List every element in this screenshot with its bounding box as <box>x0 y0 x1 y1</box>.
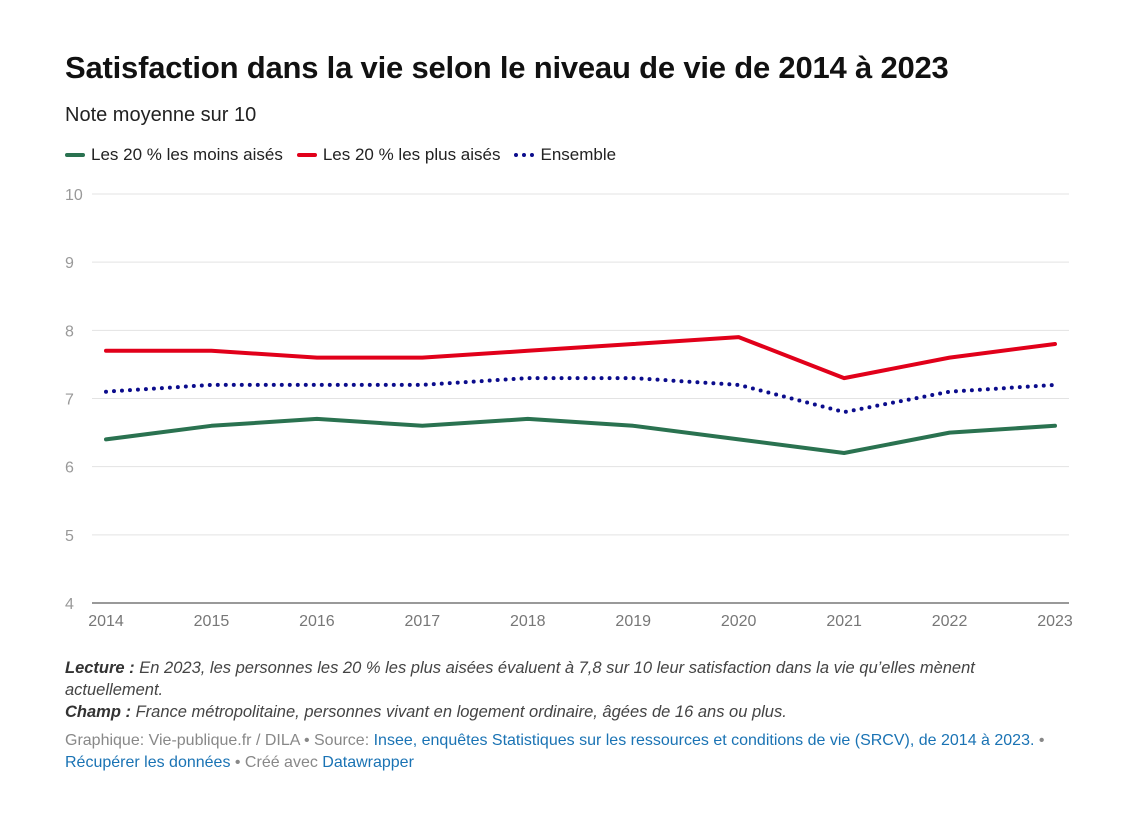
datawrapper-link[interactable]: Datawrapper <box>322 754 414 771</box>
chart-subtitle: Note moyenne sur 10 <box>65 104 257 126</box>
footer-separator: • <box>1034 732 1045 749</box>
footer-separator: • Créé avec <box>230 754 323 771</box>
x-tick-label: 2020 <box>721 613 757 630</box>
x-tick-label: 2016 <box>299 613 335 630</box>
chart-notes: Lecture : En 2023, les personnes les 20 … <box>65 657 1065 723</box>
y-tick-label: 9 <box>65 255 74 272</box>
x-tick-label: 2021 <box>826 613 862 630</box>
legend-label-least-wealthy: Les 20 % les moins aisés <box>91 145 283 164</box>
legend-swatch-most-wealthy <box>296 153 317 157</box>
legend-item-least-wealthy: Les 20 % les moins aisés <box>65 145 283 165</box>
lecture-label: Lecture : <box>65 659 135 677</box>
lecture-text: En 2023, les personnes les 20 % les plus… <box>65 659 975 699</box>
y-tick-label: 10 <box>65 187 83 204</box>
legend-label-most-wealthy: Les 20 % les plus aisés <box>322 145 501 164</box>
champ-label: Champ : <box>65 703 131 721</box>
series-line-2 <box>104 376 1057 415</box>
lecture-note: Lecture : En 2023, les personnes les 20 … <box>65 657 1065 701</box>
y-tick-label: 4 <box>65 596 74 613</box>
champ-text: France métropolitaine, personnes vivant … <box>131 703 787 721</box>
download-data-link[interactable]: Récupérer les données <box>65 754 231 771</box>
y-tick-label: 5 <box>65 528 74 545</box>
x-tick-label: 2017 <box>405 613 441 630</box>
x-tick-label: 2014 <box>88 613 124 630</box>
legend-item-most-wealthy: Les 20 % les plus aisés <box>296 145 501 165</box>
legend-swatch-least-wealthy <box>65 153 85 157</box>
source-link[interactable]: Insee, enquêtes Statistiques sur les res… <box>373 732 1035 749</box>
x-tick-label: 2015 <box>194 613 230 630</box>
series-line-1 <box>104 335 1057 381</box>
x-tick-label: 2019 <box>615 613 651 630</box>
y-tick-label: 8 <box>65 323 74 340</box>
x-tick-label: 2018 <box>510 613 546 630</box>
footer-separator: • Source: <box>299 732 374 749</box>
legend-label-overall: Ensemble <box>540 145 617 164</box>
y-tick-label: 7 <box>65 392 74 409</box>
champ-note: Champ : France métropolitaine, personnes… <box>65 701 1065 723</box>
legend-item-overall: Ensemble <box>514 145 616 165</box>
x-tick-label: 2022 <box>932 613 968 630</box>
chart-legend: Les 20 % les moins aisés Les 20 % les pl… <box>65 145 630 165</box>
y-tick-label: 6 <box>65 460 74 477</box>
footer-credit: Graphique: Vie-publique.fr / DILA <box>65 732 300 749</box>
x-tick-label: 2023 <box>1037 613 1073 630</box>
series-line-0 <box>104 416 1057 455</box>
chart-title: Satisfaction dans la vie selon le niveau… <box>65 50 949 85</box>
legend-swatch-overall <box>514 153 535 157</box>
chart-footer: Graphique: Vie-publique.fr / DILA • Sour… <box>65 730 1075 774</box>
